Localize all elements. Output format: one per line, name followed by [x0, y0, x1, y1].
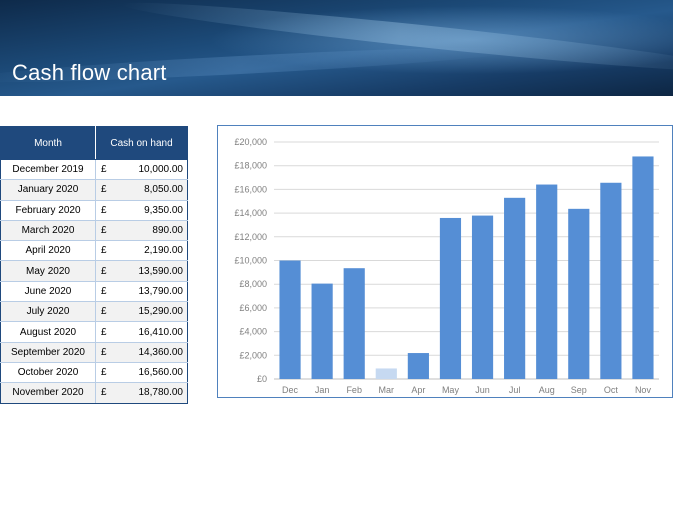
bar-sep[interactable]: [568, 208, 590, 379]
currency-cell[interactable]: £: [95, 362, 113, 384]
table-row: January 2020 £8,050.00: [0, 179, 188, 201]
x-tick-label: Sep: [571, 385, 587, 395]
table-row: February 2020 £9,350.00: [0, 200, 188, 221]
month-cell[interactable]: October 2020: [0, 362, 96, 384]
y-tick-label: £4,000: [239, 327, 267, 337]
bar-jul[interactable]: [504, 197, 526, 379]
y-tick-label: £16,000: [234, 184, 267, 194]
currency-cell[interactable]: £: [95, 220, 113, 242]
table-row: October 2020 £16,560.00: [0, 362, 188, 384]
table-row: August 2020 £16,410.00: [0, 321, 188, 343]
bar-mar[interactable]: [375, 368, 397, 379]
x-tick-label: Nov: [635, 385, 652, 395]
amount-cell[interactable]: 14,360.00: [113, 342, 188, 363]
table-row: September 2020 £14,360.00: [0, 342, 188, 363]
x-tick-label: Mar: [379, 385, 395, 395]
table-row: December 2019 £10,000.00: [0, 159, 188, 181]
month-cell[interactable]: August 2020: [0, 321, 96, 343]
x-tick-label: Aug: [539, 385, 555, 395]
y-tick-label: £6,000: [239, 303, 267, 313]
amount-cell[interactable]: 13,790.00: [113, 281, 188, 303]
bar-aug[interactable]: [536, 184, 558, 379]
column-header-cash[interactable]: Cash on hand: [95, 126, 188, 160]
chart-canvas: £0 £2,000 £4,000 £6,000 £8,000 £10,000 £12,000…: [234, 137, 659, 395]
bar-nov[interactable]: [632, 156, 654, 379]
x-tick-label: Jul: [509, 385, 521, 395]
table-row: April 2020 £2,190.00: [0, 240, 188, 262]
bar-may[interactable]: [439, 217, 462, 379]
currency-cell[interactable]: £: [95, 342, 113, 363]
month-cell[interactable]: September 2020: [0, 342, 96, 363]
x-tick-label: Jun: [475, 385, 490, 395]
currency-cell[interactable]: £: [95, 260, 113, 282]
month-cell[interactable]: March 2020: [0, 220, 96, 242]
month-cell[interactable]: April 2020: [0, 240, 96, 262]
bar-jun[interactable]: [471, 215, 494, 379]
amount-cell[interactable]: 16,560.00: [113, 362, 188, 384]
y-tick-label: £8,000: [239, 279, 267, 289]
y-tick-label: £14,000: [234, 208, 267, 218]
month-cell[interactable]: May 2020: [0, 260, 96, 282]
y-tick-label: £20,000: [234, 137, 267, 147]
amount-cell[interactable]: 13,590.00: [113, 260, 188, 282]
amount-cell[interactable]: 10,000.00: [113, 159, 188, 181]
table-row: June 2020 £13,790.00: [0, 281, 188, 303]
y-tick-label: £10,000: [234, 256, 267, 266]
amount-cell[interactable]: 9,350.00: [113, 200, 188, 221]
month-cell[interactable]: December 2019: [0, 159, 96, 181]
x-tick-label: May: [442, 385, 460, 395]
month-cell[interactable]: February 2020: [0, 200, 96, 221]
table-row: July 2020 £15,290.00: [0, 301, 188, 323]
amount-cell[interactable]: 8,050.00: [113, 179, 188, 201]
month-cell[interactable]: January 2020: [0, 179, 96, 201]
amount-cell[interactable]: 890.00: [113, 220, 188, 242]
y-tick-label: £12,000: [234, 232, 267, 242]
x-tick-label: Dec: [282, 385, 299, 395]
currency-cell[interactable]: £: [95, 240, 113, 262]
month-cell[interactable]: July 2020: [0, 301, 96, 323]
bar-oct[interactable]: [600, 182, 622, 379]
currency-cell[interactable]: £: [95, 200, 113, 221]
x-tick-label: Jan: [315, 385, 330, 395]
cash-chart[interactable]: £0 £2,000 £4,000 £6,000 £8,000 £10,000 £12,000…: [217, 125, 673, 398]
x-tick-label: Apr: [411, 385, 425, 395]
table-header-row: Month Cash on hand: [0, 126, 188, 160]
currency-cell[interactable]: £: [95, 281, 113, 303]
y-tick-label: £0: [257, 374, 267, 384]
amount-cell[interactable]: 15,290.00: [113, 301, 188, 323]
x-tick-label: Feb: [346, 385, 362, 395]
month-cell[interactable]: November 2020: [0, 382, 96, 404]
currency-cell[interactable]: £: [95, 301, 113, 323]
currency-cell[interactable]: £: [95, 382, 113, 404]
currency-cell[interactable]: £: [95, 159, 113, 181]
table-row: May 2020 £13,590.00: [0, 260, 188, 282]
y-tick-label: £2,000: [239, 350, 267, 360]
bar-jan[interactable]: [311, 283, 333, 379]
bar-feb[interactable]: [343, 268, 365, 379]
amount-cell[interactable]: 2,190.00: [113, 240, 188, 262]
amount-cell[interactable]: 16,410.00: [113, 321, 188, 343]
amount-cell[interactable]: 18,780.00: [113, 382, 188, 404]
bar-dec[interactable]: [279, 260, 301, 380]
page-title: Cash flow chart: [12, 60, 167, 85]
currency-cell[interactable]: £: [95, 321, 113, 343]
month-cell[interactable]: June 2020: [0, 281, 96, 303]
table-row: March 2020 £890.00: [0, 220, 188, 242]
bar-apr[interactable]: [407, 353, 429, 379]
table-row: November 2020 £18,780.00: [0, 382, 188, 404]
y-tick-label: £18,000: [234, 161, 267, 171]
cash-table: Month Cash on hand December 2019 £10,000.…: [0, 126, 188, 404]
currency-cell[interactable]: £: [95, 179, 113, 201]
x-tick-label: Oct: [604, 385, 619, 395]
header-banner: Cash flow chart: [0, 0, 673, 96]
column-header-month[interactable]: Month: [0, 126, 96, 160]
